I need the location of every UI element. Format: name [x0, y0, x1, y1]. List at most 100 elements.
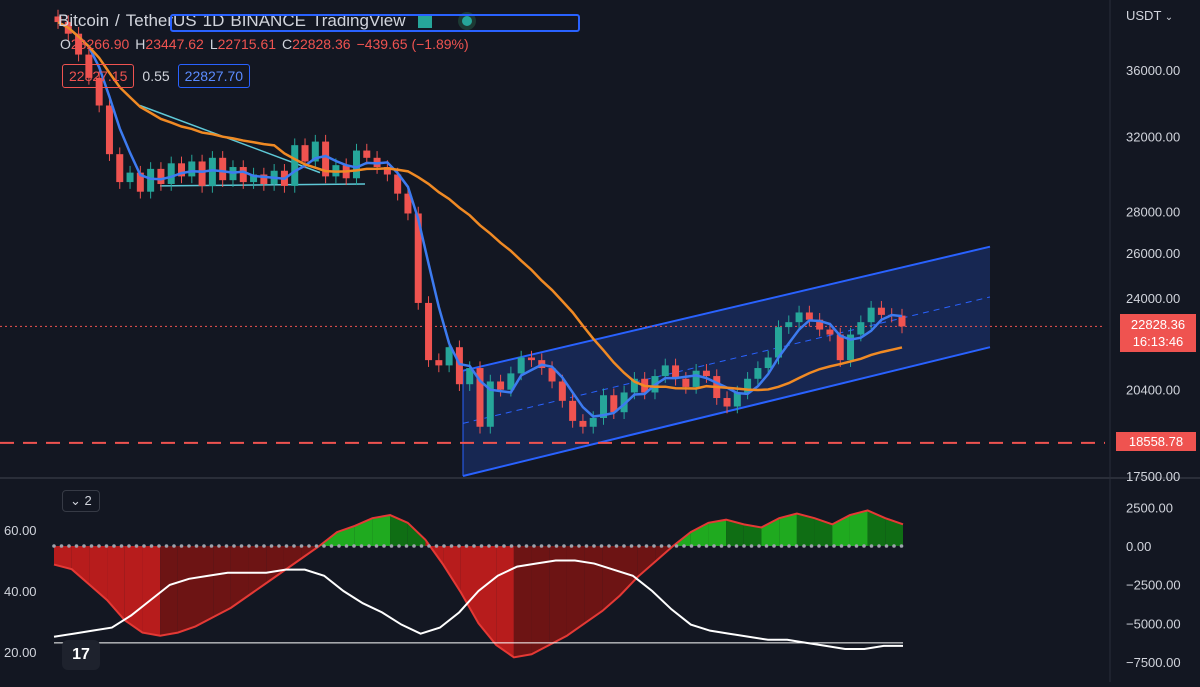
- squeeze-dot: [187, 544, 191, 548]
- candle-body: [105, 105, 113, 155]
- squeeze-dot: [584, 544, 589, 548]
- squeeze-dot: [97, 544, 101, 548]
- squeeze-dot: [277, 544, 281, 548]
- candle-body: [733, 392, 741, 407]
- momentum-area-segment: [867, 510, 886, 546]
- squeeze-dot: [667, 544, 671, 548]
- candle-body: [126, 172, 134, 183]
- squeeze-dot: [839, 544, 844, 548]
- squeeze-dot: [224, 544, 229, 548]
- squeeze-dot: [494, 544, 499, 548]
- candle-body: [486, 381, 494, 427]
- squeeze-dot: [344, 544, 349, 548]
- slow-ma-line: [57, 20, 903, 392]
- squeeze-dot: [899, 544, 904, 548]
- buy-button[interactable]: 22827.70: [177, 64, 251, 88]
- candle-body: [466, 368, 474, 385]
- candle-body: [672, 365, 680, 379]
- squeeze-dot: [119, 544, 124, 548]
- squeeze-dot: [307, 544, 311, 548]
- squeeze-dot: [314, 544, 319, 548]
- candle-body: [147, 168, 155, 192]
- squeeze-dot: [464, 544, 469, 548]
- squeeze-dot: [629, 544, 634, 548]
- candle-body: [75, 33, 83, 55]
- squeeze-dots-group: [52, 544, 904, 548]
- momentum-area-segment: [213, 546, 231, 618]
- squeeze-dot: [59, 544, 64, 548]
- squeeze-dot: [397, 544, 401, 548]
- level-price-badge: 18558.78: [1116, 432, 1196, 451]
- candle-body: [404, 193, 412, 214]
- squeeze-dot: [52, 544, 56, 548]
- squeeze-dot: [74, 544, 79, 548]
- squeeze-dot: [689, 544, 694, 548]
- candle-body: [589, 417, 597, 427]
- high-key: H: [135, 36, 146, 52]
- squeeze-dot: [217, 544, 221, 548]
- triangle-lower-line: [159, 183, 366, 187]
- sell-button[interactable]: 22827.15: [62, 64, 135, 88]
- candle-body: [620, 392, 628, 413]
- momentum-area-segment: [177, 546, 196, 633]
- squeeze-dot: [434, 544, 439, 548]
- squeeze-dot: [787, 544, 791, 548]
- squeeze-dot: [854, 544, 859, 548]
- squeeze-dot: [457, 544, 461, 548]
- candle-body: [250, 174, 258, 183]
- candle-body: [877, 307, 885, 315]
- squeeze-dot: [517, 544, 521, 548]
- squeeze-dot: [622, 544, 626, 548]
- momentum-area-segment: [620, 546, 638, 596]
- squeeze-dot: [149, 544, 154, 548]
- spread-value: 0.55: [142, 68, 170, 84]
- squeeze-dot: [877, 544, 881, 548]
- squeeze-dot: [194, 544, 199, 548]
- candle-body: [178, 163, 186, 177]
- change-value: −439.65 (−1.89%): [356, 36, 469, 52]
- squeeze-dot: [577, 544, 581, 548]
- oscillator-right-tick: 2500.00: [1126, 500, 1173, 515]
- candle-body: [847, 334, 855, 361]
- candle-body: [394, 174, 402, 194]
- squeeze-dot: [472, 544, 476, 548]
- candle-body: [219, 157, 227, 181]
- logo-text: 17: [72, 646, 90, 663]
- squeeze-dot: [524, 544, 529, 548]
- squeeze-dot: [832, 544, 836, 548]
- candle-body: [600, 395, 608, 418]
- momentum-area-segment: [708, 519, 727, 546]
- ohlc-row: O23266.90 H23447.62 L22715.61 C22828.36 …: [60, 36, 469, 52]
- flag-icon[interactable]: [417, 14, 432, 28]
- tradingview-logo-icon[interactable]: 17: [62, 640, 100, 670]
- squeeze-dot: [659, 544, 664, 548]
- momentum-area-segment: [513, 546, 532, 658]
- squeeze-dot: [869, 544, 874, 548]
- pair-title[interactable]: Bitcoin: [58, 11, 110, 30]
- price-tick-label: 20400.00: [1126, 383, 1180, 398]
- candle-body: [85, 54, 93, 78]
- candle-body: [569, 400, 577, 421]
- candle-body: [795, 312, 803, 323]
- squeeze-dot: [202, 544, 206, 548]
- candle-body: [445, 347, 453, 366]
- momentum-area-segment: [407, 522, 426, 546]
- momentum-area-segment: [849, 510, 868, 546]
- candle-body: [517, 357, 525, 374]
- momentum-area-segment: [460, 546, 479, 624]
- candle-body: [208, 157, 216, 186]
- price-tick-label: 32000.00: [1126, 129, 1180, 144]
- market-status-icon: [461, 16, 472, 26]
- indicator-toggle-button[interactable]: ⌄ 2: [62, 490, 100, 512]
- squeeze-dot: [764, 544, 769, 548]
- candle-body: [682, 378, 690, 387]
- currency-selector[interactable]: USDT ⌄: [1126, 8, 1173, 23]
- squeeze-dot: [682, 544, 686, 548]
- squeeze-dot: [892, 544, 896, 548]
- open-value: 23266.90: [70, 36, 130, 52]
- squeeze-dot: [554, 544, 559, 548]
- candle-body: [116, 154, 124, 183]
- squeeze-dot: [262, 544, 266, 548]
- candle-body: [383, 167, 391, 175]
